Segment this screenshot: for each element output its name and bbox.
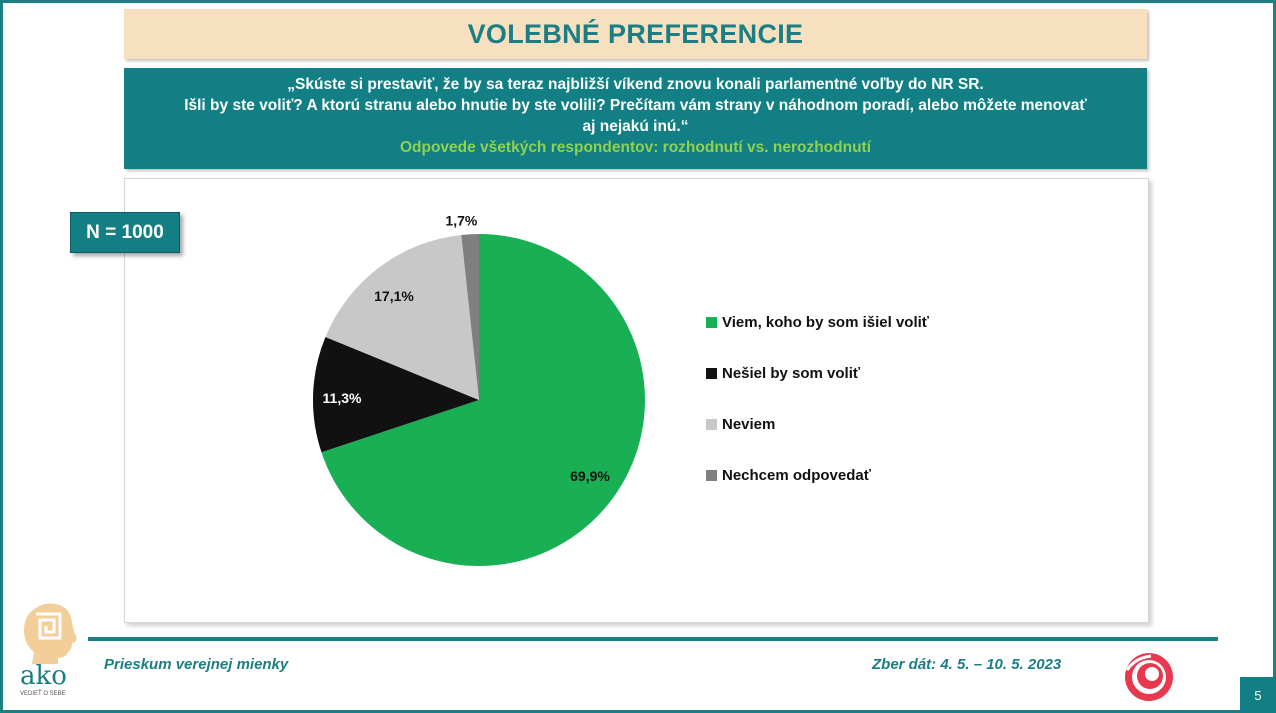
question-line-2: Išli by ste voliť? A ktorú stranu alebo … [184,97,1087,114]
pie-labels: 69,9% 11,3% 17,1% 1,7% [323,212,611,484]
sample-size-badge: N = 1000 [70,212,180,253]
pie-slice [321,234,645,566]
slide-frame-bottom [0,710,1276,713]
legend-item: Viem, koho by som išiel voliť [706,312,929,332]
pie-data-label: 17,1% [374,288,414,304]
ako-logo-tagline: VEDIEŤ O SEBE [20,689,66,697]
footer-survey-name: Prieskum verejnej mienky [104,656,289,673]
slide-frame-left [0,0,3,713]
pie-data-label: 1,7% [445,212,477,228]
ako-logo: ako VEDIEŤ O SEBE [20,603,77,697]
question-subtitle: Odpovede všetkých respondentov: rozhodnu… [399,139,872,156]
legend-item: Nechcem odpovedať [706,465,929,485]
page-title: VOLEBNÉ PREFERENCIE [467,18,804,49]
footer-collection-dates: Zber dát: 4. 5. – 10. 5. 2023 [872,656,1062,673]
title-bar: VOLEBNÉ PREFERENCIE [124,9,1147,59]
pie-slice [325,234,479,400]
pie-data-label: 11,3% [323,390,362,406]
question-box: „Skúste si prestaviť, že by sa teraz naj… [124,68,1147,169]
footer-divider [88,637,1218,641]
question-line-1: „Skúste si prestaviť, že by sa teraz naj… [287,76,984,93]
legend-label: Nechcem odpovedať [722,466,871,484]
legend-swatch [706,469,717,481]
chart-legend: Viem, koho by som išiel voliť Nešiel by s… [706,312,929,516]
legend-item: Neviem [706,414,929,434]
page-number: 5 [1240,677,1276,713]
pie-data-label: 69,9% [570,468,610,484]
legend-label: Nešiel by som voliť [722,364,861,382]
legend-swatch [706,367,717,379]
pie-slice [461,234,479,400]
legend-item: Nešiel by som voliť [706,363,929,383]
legend-swatch [706,316,717,328]
pie-slices [313,234,645,566]
ako-logo-text: ako [20,661,67,691]
slide-frame-top [0,0,1276,3]
red-swirl-logo [1125,653,1173,701]
question-line-3: aj nejakú inú.“ [582,118,689,135]
pie-slice [313,336,479,453]
legend-label: Viem, koho by som išiel voliť [722,313,929,331]
slide-frame-right [1273,0,1276,713]
legend-label: Neviem [722,415,776,433]
legend-swatch [706,418,717,430]
